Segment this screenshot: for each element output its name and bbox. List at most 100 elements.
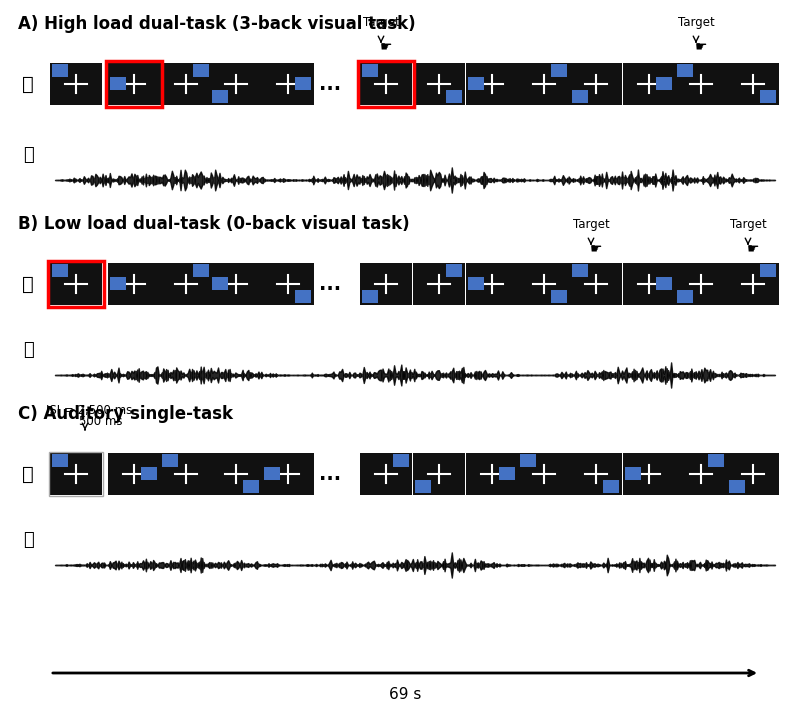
Bar (760, 264, 776, 277)
Text: Target: Target (362, 16, 399, 29)
FancyBboxPatch shape (413, 63, 465, 105)
FancyBboxPatch shape (466, 63, 518, 105)
Bar (162, 454, 178, 467)
Text: 🦻: 🦻 (22, 341, 34, 359)
Bar (625, 467, 641, 480)
FancyBboxPatch shape (413, 263, 465, 305)
Text: ...: ... (319, 75, 341, 94)
FancyBboxPatch shape (675, 453, 727, 495)
FancyBboxPatch shape (570, 63, 622, 105)
FancyBboxPatch shape (262, 453, 314, 495)
FancyBboxPatch shape (262, 63, 314, 105)
FancyBboxPatch shape (108, 63, 160, 105)
Bar (295, 77, 311, 90)
FancyBboxPatch shape (727, 263, 779, 305)
Text: B) Low load dual-task (0-back visual task): B) Low load dual-task (0-back visual tas… (18, 215, 410, 233)
FancyBboxPatch shape (108, 453, 160, 495)
Text: ...: ... (319, 274, 341, 293)
FancyBboxPatch shape (570, 263, 622, 305)
Bar (243, 480, 259, 493)
Text: ☛: ☛ (694, 40, 707, 54)
Text: ☛: ☛ (380, 40, 392, 54)
FancyBboxPatch shape (518, 263, 570, 305)
Bar (52, 64, 68, 77)
Text: 🦻: 🦻 (22, 531, 34, 549)
Bar (212, 277, 228, 290)
FancyBboxPatch shape (727, 63, 779, 105)
Bar (141, 467, 157, 480)
Text: 👁: 👁 (22, 274, 34, 293)
Bar (708, 454, 724, 467)
Text: Target: Target (730, 218, 766, 231)
Bar (193, 264, 209, 277)
Text: C) Auditory single-task: C) Auditory single-task (18, 405, 233, 423)
Bar (677, 290, 693, 303)
FancyBboxPatch shape (675, 263, 727, 305)
Text: Target: Target (678, 16, 714, 29)
Text: ☛: ☛ (746, 242, 759, 256)
Text: 🦻: 🦻 (22, 146, 34, 164)
Text: ...: ... (319, 465, 341, 484)
FancyBboxPatch shape (210, 263, 262, 305)
Bar (110, 277, 126, 290)
Bar (499, 467, 515, 480)
Bar (760, 90, 776, 103)
FancyBboxPatch shape (50, 263, 102, 305)
Bar (295, 290, 311, 303)
FancyBboxPatch shape (160, 453, 212, 495)
FancyBboxPatch shape (518, 63, 570, 105)
FancyBboxPatch shape (413, 453, 465, 495)
Bar (572, 264, 588, 277)
FancyBboxPatch shape (360, 453, 412, 495)
FancyBboxPatch shape (727, 453, 779, 495)
Bar (52, 454, 68, 467)
FancyBboxPatch shape (50, 63, 102, 105)
FancyBboxPatch shape (50, 453, 102, 495)
Text: ISI = 2,500 ms: ISI = 2,500 ms (46, 404, 132, 417)
Bar (362, 64, 378, 77)
FancyBboxPatch shape (675, 63, 727, 105)
Text: Target: Target (573, 218, 610, 231)
Bar (468, 77, 484, 90)
Bar (446, 264, 462, 277)
FancyBboxPatch shape (623, 453, 675, 495)
Text: 👁: 👁 (22, 75, 34, 94)
FancyBboxPatch shape (623, 263, 675, 305)
FancyBboxPatch shape (160, 263, 212, 305)
Bar (468, 277, 484, 290)
FancyBboxPatch shape (623, 63, 675, 105)
Text: 👁: 👁 (22, 465, 34, 484)
Bar (362, 290, 378, 303)
FancyBboxPatch shape (108, 263, 160, 305)
Bar (264, 467, 280, 480)
Text: A) High load dual-task (3-back visual task): A) High load dual-task (3-back visual ta… (18, 15, 416, 33)
Bar (572, 90, 588, 103)
Bar (520, 454, 536, 467)
Bar (52, 264, 68, 277)
Bar (551, 290, 567, 303)
Bar (656, 277, 672, 290)
Bar (603, 480, 619, 493)
FancyBboxPatch shape (160, 63, 212, 105)
Bar (677, 64, 693, 77)
Text: 69 s: 69 s (389, 687, 421, 702)
Text: 500 ms: 500 ms (79, 415, 122, 428)
FancyBboxPatch shape (210, 63, 262, 105)
FancyBboxPatch shape (360, 63, 412, 105)
FancyBboxPatch shape (360, 263, 412, 305)
Bar (212, 90, 228, 103)
Text: ☛: ☛ (590, 242, 602, 256)
Bar (193, 64, 209, 77)
Bar (415, 480, 431, 493)
FancyBboxPatch shape (262, 263, 314, 305)
FancyBboxPatch shape (466, 263, 518, 305)
FancyBboxPatch shape (570, 453, 622, 495)
Bar (393, 454, 409, 467)
FancyBboxPatch shape (210, 453, 262, 495)
Bar (656, 77, 672, 90)
Bar (110, 77, 126, 90)
Bar (446, 90, 462, 103)
FancyBboxPatch shape (466, 453, 518, 495)
FancyBboxPatch shape (518, 453, 570, 495)
Bar (729, 480, 745, 493)
